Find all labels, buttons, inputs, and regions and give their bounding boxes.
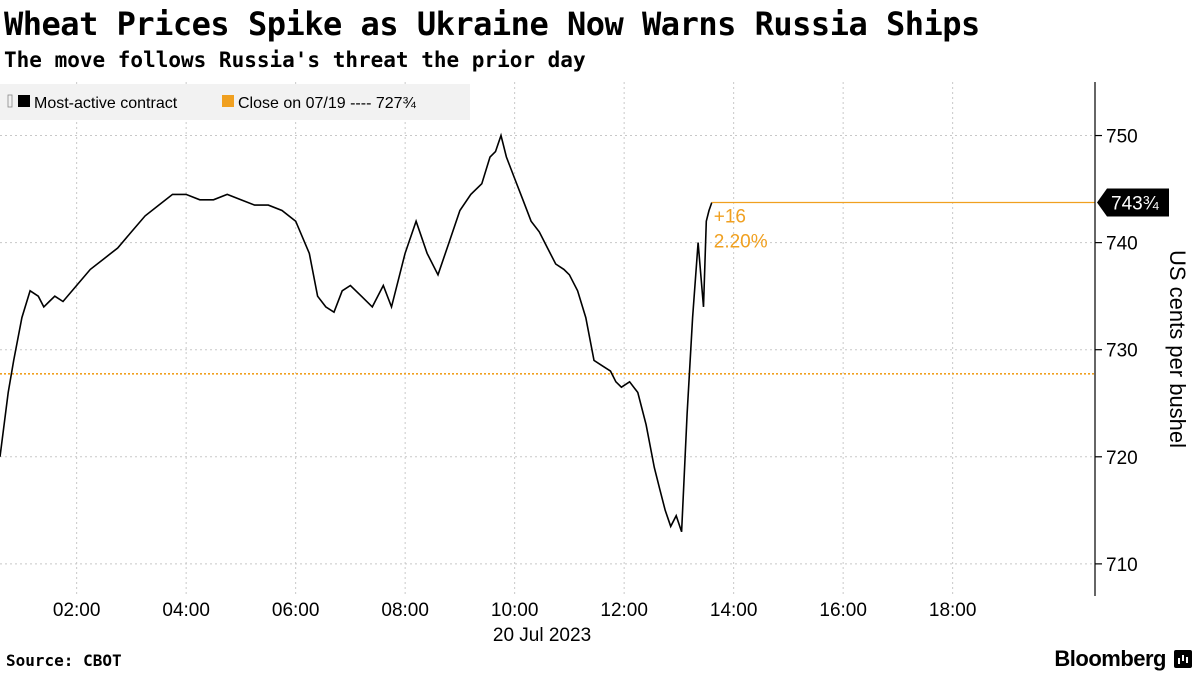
- x-tick-label: 12:00: [600, 600, 648, 621]
- y-axis-ticks: 710 720 730 740 750: [1095, 127, 1138, 576]
- x-tick-label: 16:00: [819, 600, 867, 621]
- series-line-most-active: [0, 132, 713, 533]
- x-tick-label: 06:00: [272, 600, 320, 621]
- percent-annotation: 2.20%: [714, 231, 768, 252]
- legend-label-reference: Close on 07/19 ---- 727¾: [238, 95, 417, 112]
- chart-title: Wheat Prices Spike as Ukraine Now Warns …: [4, 5, 980, 43]
- last-value-tag-shape: [1097, 188, 1169, 217]
- grid-lines: [0, 82, 1095, 596]
- x-tick-label: 04:00: [162, 600, 210, 621]
- legend-item-series: Most-active contract: [7, 94, 178, 112]
- last-value-tag: 743¾: [1097, 188, 1169, 217]
- x-axis-date-label: 20 Jul 2023: [493, 625, 591, 646]
- y-tick-label: 740: [1106, 234, 1138, 255]
- x-tick-label: 14:00: [710, 600, 758, 621]
- change-annotation: +16: [714, 206, 746, 227]
- legend-handle-icon: [7, 94, 13, 108]
- source-note: Source: CBOT: [6, 651, 122, 670]
- chart-subtitle: The move follows Russia's threat the pri…: [4, 48, 586, 72]
- x-tick-label: 10:00: [491, 600, 539, 621]
- bloomberg-logo: Bloomberg: [1054, 646, 1166, 671]
- legend-item-reference: Close on 07/19 ---- 727¾: [222, 95, 417, 112]
- y-tick-label: 750: [1106, 127, 1138, 148]
- x-tick-label: 02:00: [53, 600, 101, 621]
- y-axis-label: US cents per bushel: [1165, 250, 1190, 448]
- y-tick-label: 730: [1106, 341, 1138, 362]
- x-tick-label: 08:00: [381, 600, 429, 621]
- legend-swatch-series: [18, 95, 30, 107]
- last-value-label: 743¾: [1111, 193, 1160, 214]
- legend-background: [0, 84, 470, 120]
- legend-label-series: Most-active contract: [34, 95, 178, 112]
- x-tick-label: 18:00: [929, 600, 977, 621]
- y-tick-label: 710: [1106, 555, 1138, 576]
- bloomberg-terminal-icon: [1174, 650, 1192, 668]
- legend: Most-active contract Close on 07/19 ----…: [0, 84, 470, 120]
- x-axis-ticks: 02:00 04:00 06:00 08:00 10:00 12:00 14:00 16:00…: [53, 600, 977, 621]
- y-tick-label: 720: [1106, 448, 1138, 469]
- legend-swatch-reference: [222, 95, 234, 107]
